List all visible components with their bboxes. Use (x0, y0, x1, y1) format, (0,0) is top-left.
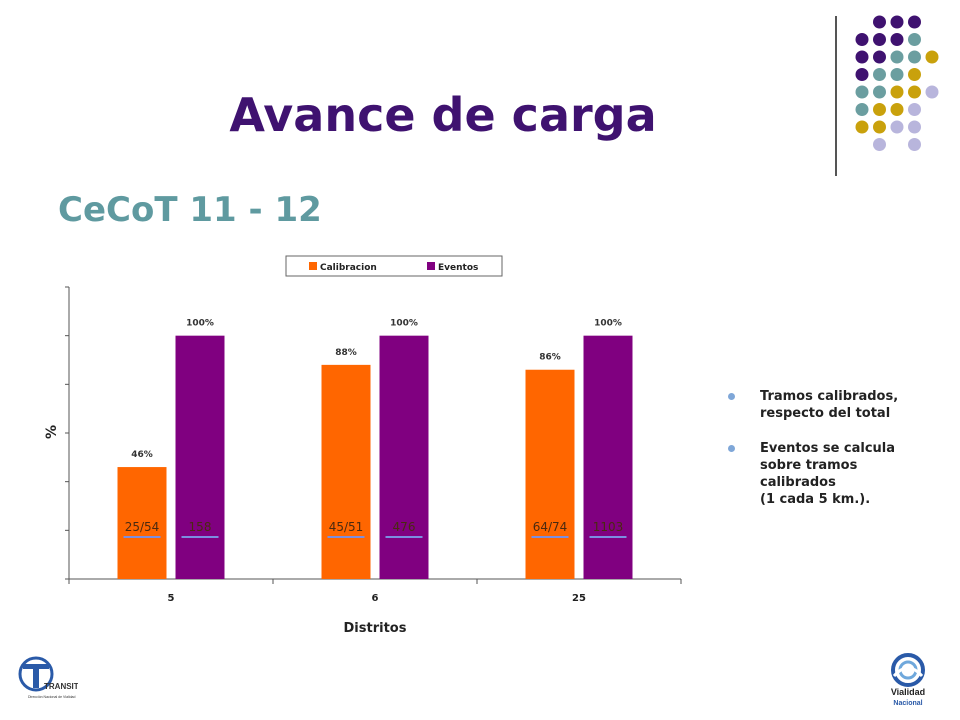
x-tick-label: 6 (372, 593, 379, 604)
inner-label: 1103 (593, 520, 624, 534)
legend-swatch (309, 262, 317, 270)
decorative-divider (835, 16, 837, 176)
inner-label: 158 (189, 520, 212, 534)
data-label: 100% (390, 319, 418, 329)
legend-box (285, 255, 503, 277)
page-title: Avance de carga (229, 88, 657, 142)
data-label: 86% (539, 353, 561, 363)
legend-swatch (427, 262, 435, 270)
inner-label: 476 (393, 520, 416, 534)
note-text: Tramos calibrados, respecto del total (760, 389, 899, 421)
inner-label: 45/51 (329, 520, 364, 534)
bullet-icon (728, 445, 735, 452)
notes-list: Tramos calibrados, respecto del total Ev… (728, 388, 928, 526)
logo-right-line2: Nacional (893, 700, 922, 707)
y-axis-label: % (44, 425, 60, 439)
bullet-icon (728, 393, 735, 400)
data-label: 46% (131, 450, 153, 460)
note-item: Eventos se calcula sobre tramos calibrad… (728, 440, 928, 508)
transito-logo: TRANSITO Dirección Nacional de Vialidad (18, 656, 78, 699)
legend: Calibracion Eventos (285, 255, 503, 277)
inner-label: 64/74 (533, 520, 568, 534)
bar-eventos (379, 335, 429, 579)
x-axis-label: Distritos (344, 621, 407, 636)
bar-eventos (583, 335, 633, 579)
x-tick-label: 5 (168, 593, 175, 604)
bar-calibracion (525, 369, 575, 579)
vialidad-nacional-logo: Vialidad Nacional (891, 653, 925, 707)
page-subtitle: CeCoT 11 - 12 (58, 190, 322, 230)
bar-eventos (175, 335, 225, 579)
data-label: 100% (594, 319, 622, 329)
logo-left-text: TRANSITO (44, 682, 78, 691)
logo-right-line1: Vialidad (891, 687, 925, 697)
data-label: 100% (186, 319, 214, 329)
inner-label: 25/54 (125, 520, 160, 534)
note-item: Tramos calibrados, respecto del total (728, 388, 928, 422)
bar-calibracion (117, 467, 167, 579)
bar-calibracion (321, 364, 371, 579)
note-text: Eventos se calcula sobre tramos calibrad… (760, 441, 896, 507)
data-label: 88% (335, 348, 357, 358)
logo-left-sub: Dirección Nacional de Vialidad (28, 695, 75, 699)
x-tick-label: 25 (572, 593, 586, 604)
legend-label: Calibracion (320, 263, 377, 273)
legend-label: Eventos (438, 263, 478, 273)
